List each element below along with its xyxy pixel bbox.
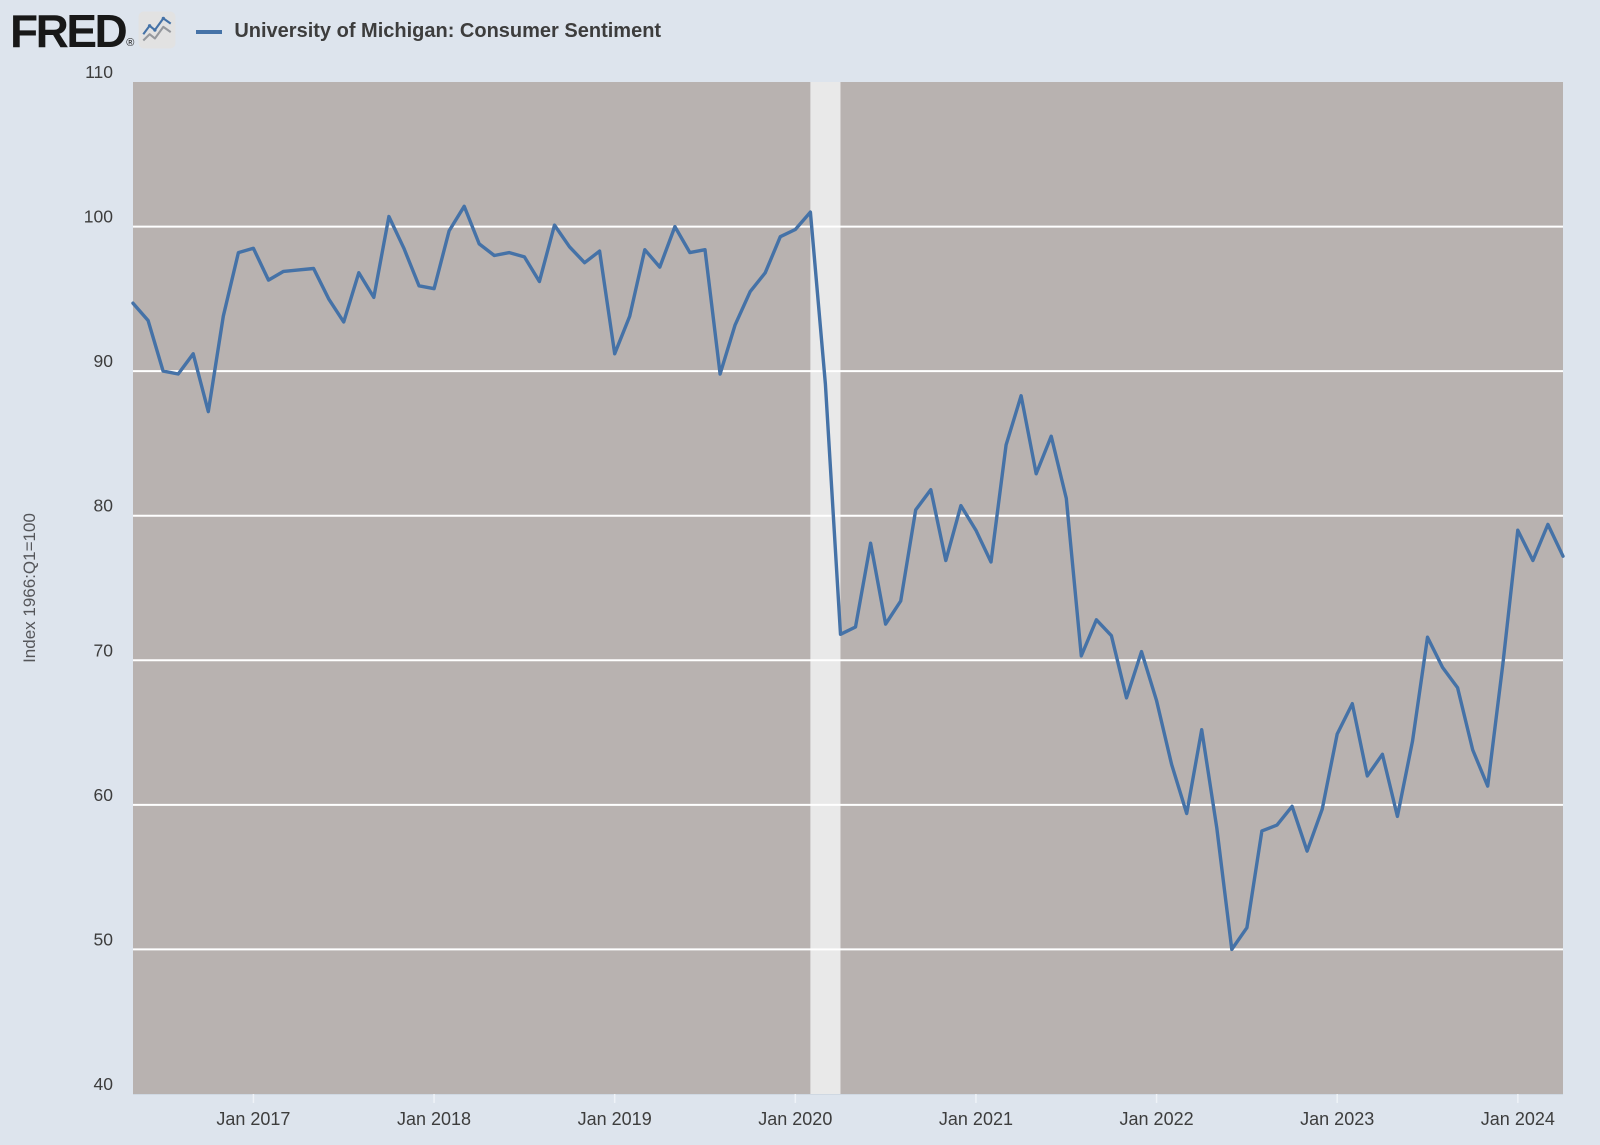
x-tick-label-2017-01: Jan 2017 — [216, 1109, 290, 1129]
plot-area — [133, 82, 1563, 1094]
chart-header: FRED ® University of Michigan: Consumer … — [0, 0, 661, 62]
fred-logo-text: FRED — [10, 5, 128, 57]
x-tick-label-2021-01: Jan 2021 — [939, 1109, 1013, 1129]
y-tick-label-40: 40 — [94, 1074, 114, 1094]
x-tick-label-2023-01: Jan 2023 — [1300, 1109, 1374, 1129]
x-tick-label-2022-01: Jan 2022 — [1120, 1109, 1194, 1129]
x-tick-label-2024-01: Jan 2024 — [1481, 1109, 1555, 1129]
sparkline-icon — [138, 11, 176, 54]
y-tick-label-80: 80 — [94, 496, 114, 516]
x-tick-label-2018-01: Jan 2018 — [397, 1109, 471, 1129]
y-tick-label-90: 90 — [94, 351, 114, 371]
recession-band — [810, 82, 841, 1094]
chart-legend[interactable]: University of Michigan: Consumer Sentime… — [196, 20, 661, 43]
registered-trademark: ® — [126, 37, 135, 49]
series-line — [131, 204, 1565, 952]
series-legend-label: University of Michigan: Consumer Sentime… — [234, 19, 662, 42]
x-tick-label-2019-01: Jan 2019 — [578, 1109, 652, 1129]
y-tick-label-110: 110 — [85, 62, 113, 82]
y-tick-label-100: 100 — [84, 207, 113, 227]
fred-logo[interactable]: FRED ® — [10, 3, 134, 59]
x-tick-label-2020-01: Jan 2020 — [758, 1109, 832, 1129]
y-tick-label-50: 50 — [94, 929, 114, 949]
y-tick-label-70: 70 — [94, 640, 114, 660]
y-tick-label-60: 60 — [94, 785, 114, 805]
series-line-swatch — [196, 30, 223, 34]
y-axis-title: Index 1966:Q1=100 — [20, 513, 39, 663]
